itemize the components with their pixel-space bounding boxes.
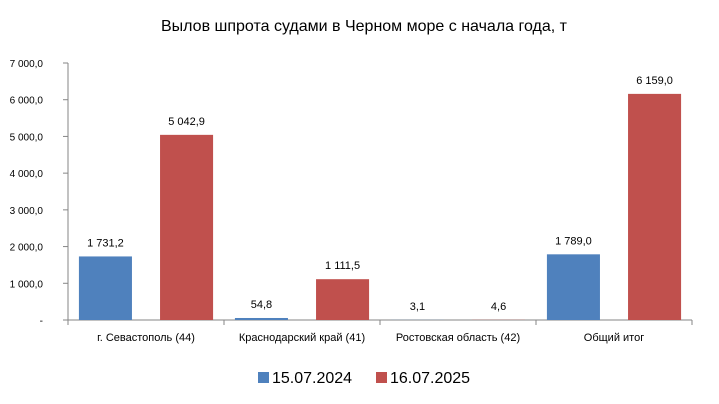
legend-swatch — [258, 372, 269, 383]
data-label: 1 111,5 — [325, 260, 360, 272]
data-label: 1 731,2 — [87, 237, 124, 249]
x-tick-label: Краснодарский край (41) — [239, 332, 365, 344]
bar — [234, 317, 288, 320]
axes: - 1 000,0 2 000,0 3 000,0 4 000,0 5 000,0 6 00… — [10, 59, 693, 344]
x-tick-label: Ростовская область (42) — [396, 332, 520, 344]
bar — [628, 93, 682, 321]
y-tick-label: - — [40, 316, 43, 327]
bars — [78, 93, 682, 321]
data-label: 4,6 — [491, 301, 506, 313]
data-label: 6 159,0 — [636, 75, 673, 87]
legend: 15.07.2024 16.07.2025 — [258, 370, 470, 387]
legend-label: 15.07.2024 — [272, 370, 352, 387]
data-labels: 1 731,2 54,8 3,1 1 789,0 5 042,9 1 111,5 4,6 6 … — [87, 75, 673, 313]
y-tick-label: 7 000,0 — [10, 59, 44, 70]
legend-swatch — [376, 372, 387, 383]
bar — [316, 279, 370, 320]
data-label: 5 042,9 — [168, 116, 205, 128]
y-tick-label: 3 000,0 — [10, 206, 44, 217]
y-tick-label: 2 000,0 — [10, 243, 44, 254]
chart-title: Вылов шпрота судами в Черном море с нача… — [161, 18, 568, 35]
legend-label: 16.07.2025 — [390, 370, 470, 387]
data-label: 1 789,0 — [555, 235, 592, 247]
data-label: 3,1 — [410, 301, 425, 313]
bar — [160, 134, 214, 320]
x-tick-label: Общий итог — [584, 332, 644, 344]
x-tick-label: г. Севастополь (44) — [97, 332, 195, 344]
bar — [546, 254, 600, 320]
y-tick-label: 6 000,0 — [10, 96, 44, 107]
data-label: 54,8 — [251, 299, 272, 311]
y-tick-label: 1 000,0 — [10, 279, 44, 290]
bar — [78, 256, 132, 320]
y-tick-label: 4 000,0 — [10, 169, 44, 180]
y-tick-label: 5 000,0 — [10, 132, 44, 143]
